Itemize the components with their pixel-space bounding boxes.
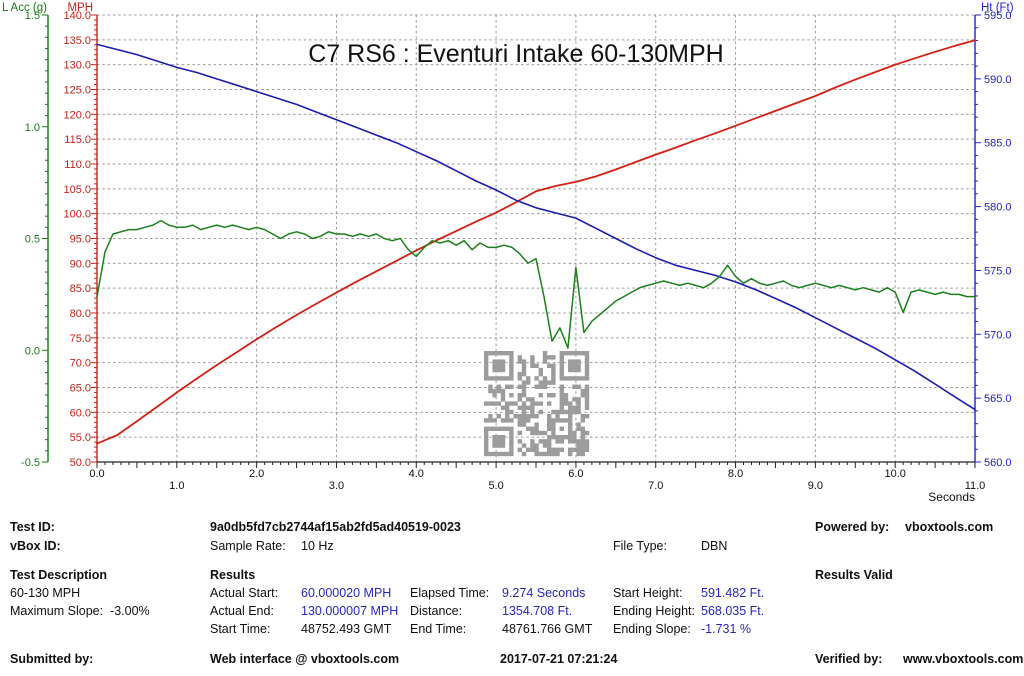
- file-type-value: DBN: [701, 539, 728, 553]
- test-description-header: Test Description: [10, 568, 108, 582]
- elapsed-time-value: 9.274 Seconds: [502, 586, 586, 600]
- start-height-value: 591.482 Ft.: [701, 586, 765, 600]
- distance-label: Distance:: [410, 604, 463, 618]
- svg-text:560.0: 560.0: [984, 457, 1012, 469]
- svg-text:10.0: 10.0: [884, 468, 905, 480]
- end-time-value: 48761.766 GMT: [502, 622, 593, 636]
- verified-by-value: www.vboxtools.com: [903, 652, 1024, 666]
- svg-text:585.0: 585.0: [984, 138, 1012, 150]
- actual-end-value: 130.000007 MPH: [301, 604, 399, 618]
- description-slope: Maximum Slope: -3.00%: [10, 604, 150, 618]
- ending-slope-value: -1.731 %: [701, 622, 752, 636]
- sample-rate-value: 10 Hz: [301, 539, 334, 553]
- test-id-label: Test ID:: [10, 520, 55, 534]
- svg-text:2.0: 2.0: [249, 468, 264, 480]
- svg-text:90.0: 90.0: [70, 258, 91, 270]
- svg-text:65.0: 65.0: [70, 383, 91, 395]
- svg-text:60.0: 60.0: [70, 407, 91, 419]
- svg-text:120.0: 120.0: [63, 109, 91, 121]
- svg-text:MPH: MPH: [67, 2, 93, 14]
- svg-text:11.0: 11.0: [965, 480, 986, 492]
- svg-text:0.5: 0.5: [25, 234, 40, 246]
- start-time-label: Start Time:: [210, 622, 271, 636]
- svg-text:125.0: 125.0: [63, 85, 91, 97]
- svg-text:L Acc (g): L Acc (g): [2, 2, 47, 14]
- web-interface-label: Web interface @ vboxtools.com: [210, 652, 400, 666]
- powered-by-label: Powered by:: [815, 520, 890, 534]
- svg-text:0.0: 0.0: [25, 345, 40, 357]
- svg-text:50.0: 50.0: [70, 457, 91, 469]
- svg-text:Ht (Ft): Ht (Ft): [981, 2, 1014, 14]
- verified-by-label: Verified by:: [815, 652, 883, 666]
- end-time-label: End Time:: [410, 622, 467, 636]
- svg-text:0.0: 0.0: [89, 468, 104, 480]
- actual-end-label: Actual End:: [210, 604, 274, 618]
- svg-text:70.0: 70.0: [70, 358, 91, 370]
- svg-text:-0.5: -0.5: [21, 457, 40, 469]
- submitted-by-label: Submitted by:: [10, 652, 94, 666]
- performance-chart: 0.0 1.0 2.0 3.0 4.0 5.0 6.0 7.0 8.0 9.0 10.0 11.0Se…: [2, 2, 1014, 504]
- start-height-label: Start Height:: [613, 586, 683, 600]
- svg-text:8.0: 8.0: [728, 468, 743, 480]
- description-range: 60-130 MPH: [10, 586, 81, 600]
- svg-text:85.0: 85.0: [70, 283, 91, 295]
- svg-text:570.0: 570.0: [984, 329, 1012, 341]
- svg-text:5.0: 5.0: [488, 480, 503, 492]
- svg-text:595.0: 595.0: [984, 10, 1012, 22]
- ending-slope-label: Ending Slope:: [613, 622, 691, 636]
- vbox-id-label: vBox ID:: [10, 539, 61, 553]
- test-id-value: 9a0db5fd7cb2744af15ab2fd5ad40519-0023: [210, 520, 461, 534]
- svg-text:95.0: 95.0: [70, 234, 91, 246]
- svg-text:105.0: 105.0: [63, 184, 91, 196]
- svg-text:135.0: 135.0: [63, 35, 91, 47]
- start-time-value: 48752.493 GMT: [301, 622, 392, 636]
- svg-text:1.0: 1.0: [169, 480, 184, 492]
- sample-rate-label: Sample Rate:: [210, 539, 286, 553]
- svg-text:115.0: 115.0: [64, 134, 91, 146]
- svg-text:80.0: 80.0: [70, 308, 91, 320]
- svg-text:4.0: 4.0: [409, 468, 424, 480]
- file-type-label: File Type:: [613, 539, 667, 553]
- svg-text:C7 RS6 : Eventuri Intake 60-13: C7 RS6 : Eventuri Intake 60-130MPH: [308, 40, 723, 68]
- elapsed-time-label: Elapsed Time:: [410, 586, 490, 600]
- svg-text:1.0: 1.0: [25, 122, 40, 134]
- svg-text:6.0: 6.0: [568, 468, 583, 480]
- powered-by-value: vboxtools.com: [905, 520, 994, 534]
- distance-value: 1354.708 Ft.: [502, 604, 573, 618]
- ending-height-label: Ending Height:: [613, 604, 696, 618]
- svg-text:565.0: 565.0: [984, 393, 1012, 405]
- svg-text:3.0: 3.0: [329, 480, 344, 492]
- svg-text:140.0: 140.0: [63, 10, 91, 22]
- ending-height-value: 568.035 Ft.: [701, 604, 765, 618]
- svg-text:110.0: 110.0: [64, 159, 91, 171]
- actual-start-label: Actual Start:: [210, 586, 279, 600]
- svg-text:7.0: 7.0: [648, 480, 663, 492]
- svg-text:1.5: 1.5: [25, 10, 40, 22]
- svg-text:130.0: 130.0: [63, 60, 91, 72]
- actual-start-value: 60.000020 MPH: [301, 586, 392, 600]
- svg-text:575.0: 575.0: [984, 265, 1012, 277]
- svg-text:9.0: 9.0: [808, 480, 823, 492]
- results-valid-badge: Results Valid: [815, 568, 893, 582]
- svg-text:100.0: 100.0: [63, 209, 91, 221]
- results-header: Results: [210, 568, 256, 582]
- svg-text:Seconds: Seconds: [928, 490, 975, 504]
- submitted-datetime: 2017-07-21 07:21:24: [500, 652, 618, 666]
- svg-text:55.0: 55.0: [70, 432, 91, 444]
- svg-text:590.0: 590.0: [984, 74, 1012, 86]
- svg-text:580.0: 580.0: [984, 202, 1012, 214]
- svg-text:75.0: 75.0: [70, 333, 91, 345]
